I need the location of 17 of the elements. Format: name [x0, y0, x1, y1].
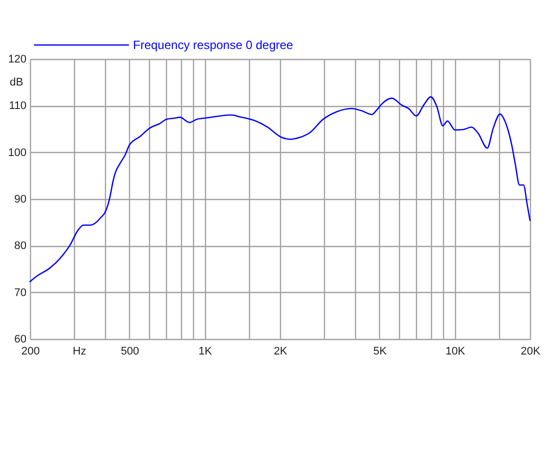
- y-tick-label: 100: [8, 146, 26, 159]
- y-tick-label: 60: [14, 334, 26, 346]
- x-tick-label: 1K: [198, 346, 213, 358]
- y-tick-label: 90: [14, 194, 26, 206]
- y-tick-label: 70: [14, 286, 26, 299]
- x-axis-title: Hz: [72, 346, 86, 358]
- x-tick-label: 200: [21, 346, 40, 358]
- y-tick-label: 110: [8, 100, 26, 112]
- y-tick-label: 80: [14, 240, 26, 252]
- y-tick-label: 120: [8, 54, 26, 66]
- text: Frequency response 0 degree: [133, 38, 294, 52]
- y-axis-title: dB: [10, 76, 24, 88]
- x-tick-label: 5K: [373, 346, 388, 358]
- x-tick-label: 2K: [274, 346, 288, 358]
- x-tick-label: 10K: [445, 346, 466, 358]
- x-tick-label: 500: [120, 346, 140, 358]
- x-tick-label: 20K: [520, 346, 541, 358]
